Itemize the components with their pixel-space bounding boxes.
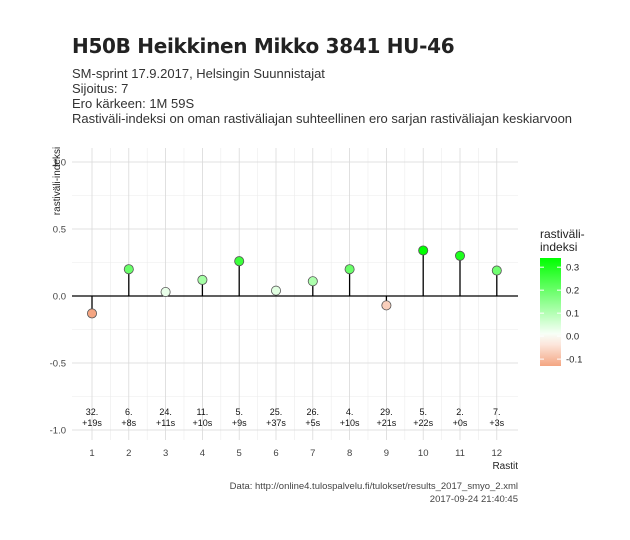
annotation-rank: 11. [196, 407, 208, 417]
data-point [491, 265, 502, 276]
data-point [160, 286, 171, 297]
data-point [87, 308, 98, 319]
annotation-diff: +22s [413, 418, 433, 428]
annotation-rank: 5. [235, 407, 243, 417]
data-point [270, 285, 281, 296]
legend-tick-label: 0.1 [566, 309, 579, 320]
annotation-diff: +37s [266, 418, 286, 428]
timestamp-caption: 2017-09-24 21:40:45 [429, 494, 518, 505]
subtitle-gap: Ero kärkeen: 1M 59S [72, 96, 195, 111]
y-axis-title: rastiväli-indeksi [52, 147, 63, 215]
data-point [234, 256, 245, 267]
x-tick-label: 11 [455, 448, 465, 459]
legend-title: rastiväli- [540, 227, 585, 241]
annotation-rank: 5. [419, 407, 427, 417]
y-tick-label: 0.0 [53, 292, 66, 303]
x-tick-label: 9 [384, 448, 389, 459]
x-tick-label: 3 [163, 448, 168, 459]
y-tick-label: -0.5 [50, 359, 66, 370]
subtitle-description: Rastiväli-indeksi on oman rastiväliajan … [72, 111, 573, 126]
data-point [197, 274, 208, 285]
x-tick-label: 2 [126, 448, 131, 459]
data-point [123, 264, 134, 275]
x-tick-label: 8 [347, 448, 352, 459]
legend-tick-label: 0.3 [566, 263, 579, 274]
x-tick-label: 7 [310, 448, 315, 459]
annotation-diff: +9s [232, 418, 247, 428]
legend-title: indeksi [540, 240, 577, 254]
data-point [344, 264, 355, 275]
chart-title: H50B Heikkinen Mikko 3841 HU-46 [72, 34, 455, 58]
x-tick-label: 4 [200, 448, 205, 459]
y-tick-label: -1.0 [50, 426, 66, 437]
annotation-diff: +5s [305, 418, 320, 428]
x-tick-label: 1 [89, 448, 94, 459]
x-axis-title: Rastit [492, 461, 518, 472]
subtitle-placement: Sijoitus: 7 [72, 81, 129, 96]
data-point [454, 250, 465, 261]
x-tick-label: 6 [273, 448, 278, 459]
annotation-rank: 26. [307, 407, 320, 417]
annotation-rank: 2. [456, 407, 464, 417]
annotation-rank: 6. [125, 407, 133, 417]
data-point [307, 276, 318, 287]
annotation-rank: 4. [346, 407, 354, 417]
data-point [381, 300, 392, 311]
annotation-diff: +19s [82, 418, 102, 428]
annotation-diff: +11s [156, 418, 176, 428]
legend-tick-label: 0.0 [566, 332, 579, 343]
annotation-rank: 32. [86, 407, 99, 417]
annotation-diff: +0s [453, 418, 468, 428]
subtitle-event: SM-sprint 17.9.2017, Helsingin Suunnista… [72, 66, 325, 81]
annotation-diff: +10s [340, 418, 360, 428]
data-point [418, 245, 429, 256]
annotation-rank: 29. [380, 407, 393, 417]
annotation-diff: +10s [193, 418, 213, 428]
annotation-rank: 25. [270, 407, 283, 417]
annotation-diff: +21s [377, 418, 397, 428]
annotation-diff: +3s [489, 418, 504, 428]
x-tick-label: 5 [237, 448, 242, 459]
y-tick-label: 1.0 [53, 158, 66, 169]
legend-tick-label: -0.1 [566, 355, 582, 366]
x-tick-label: 12 [492, 448, 503, 459]
legend-tick-label: 0.2 [566, 286, 579, 297]
data-source-caption: Data: http://online4.tulospalvelu.fi/tul… [229, 481, 518, 492]
legend-colorbar [540, 258, 561, 366]
annotation-rank: 7. [493, 407, 501, 417]
annotation-rank: 24. [159, 407, 172, 417]
annotation-diff: +8s [121, 418, 136, 428]
y-tick-label: 0.5 [53, 225, 66, 236]
x-tick-label: 10 [418, 448, 429, 459]
